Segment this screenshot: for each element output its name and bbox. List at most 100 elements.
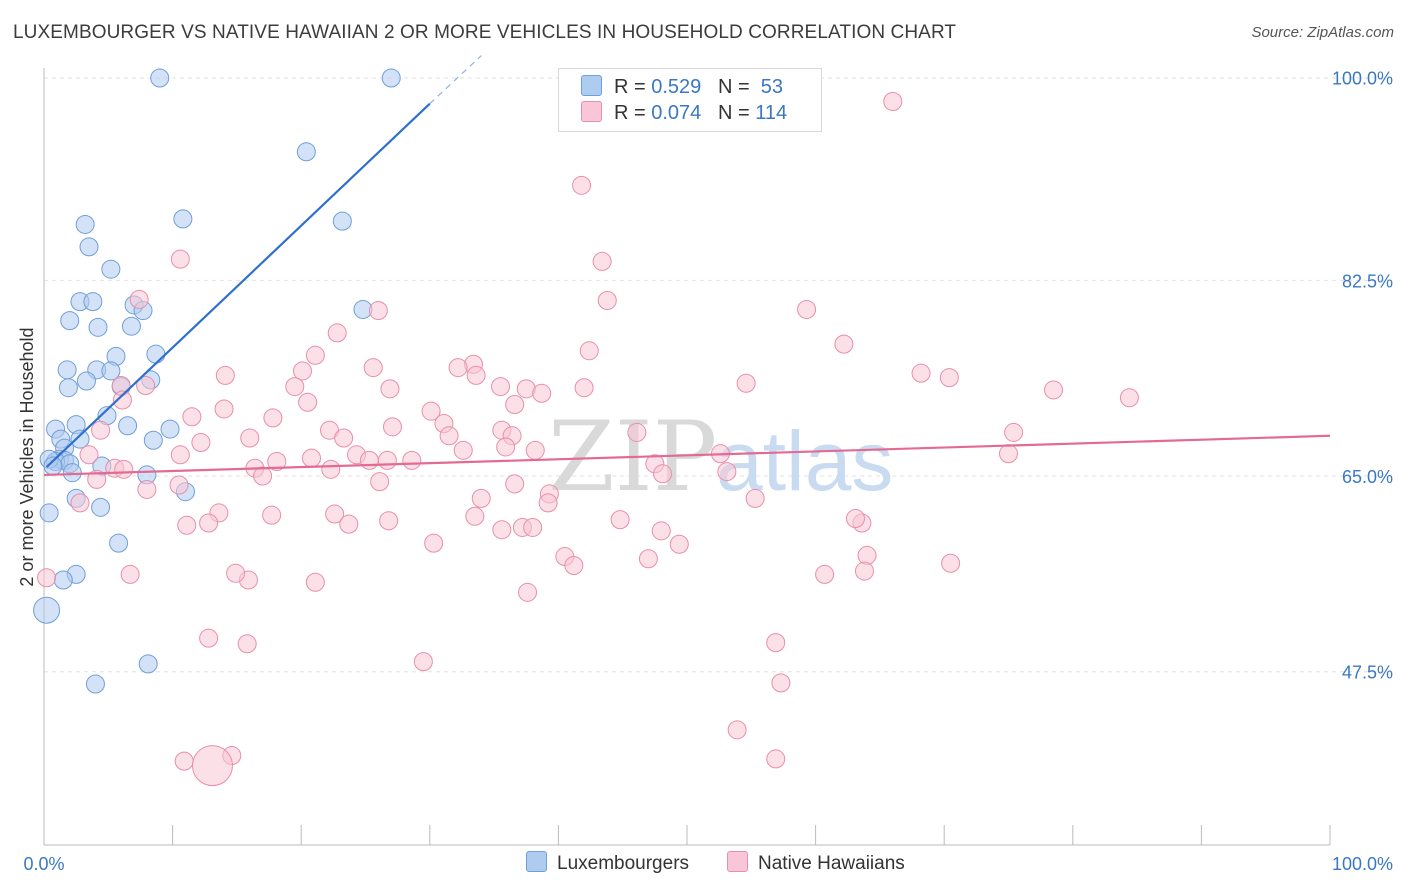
data-point — [505, 474, 525, 494]
x-tick-label: 0.0% — [23, 854, 64, 874]
data-point — [413, 652, 433, 672]
data-point — [191, 432, 211, 452]
data-point — [1044, 380, 1064, 400]
legend-swatch-native-hawaiians — [581, 101, 602, 122]
data-point — [114, 459, 134, 479]
data-point — [143, 430, 163, 450]
data-point — [169, 475, 189, 495]
data-point — [37, 568, 57, 588]
y-tick-label: 47.5% — [1342, 663, 1393, 683]
data-point — [70, 493, 90, 513]
data-point — [177, 515, 197, 535]
data-point — [173, 209, 193, 229]
legend-r-value-native-hawaiians: 0.074 — [651, 102, 702, 124]
data-point — [79, 445, 99, 465]
data-point — [121, 316, 141, 336]
data-point — [564, 555, 584, 575]
data-point — [911, 363, 931, 383]
series-native-hawaiians — [37, 91, 1139, 787]
data-point — [572, 175, 592, 195]
y-tick-label: 65.0% — [1342, 467, 1393, 487]
data-point — [160, 419, 180, 439]
data-point — [669, 534, 689, 554]
data-point — [191, 745, 233, 787]
data-point — [120, 564, 140, 584]
data-point — [262, 505, 282, 525]
data-point — [91, 497, 111, 517]
legend-n-value-luxembourgers: 53 — [760, 76, 784, 98]
legend-n-value-native-hawaiians: 114 — [755, 102, 788, 124]
data-point — [136, 375, 156, 395]
bottom-legend-label-native-hawaiians: Native Hawaiians — [758, 853, 905, 874]
bottom-legend-luxembourgers: Luxembourgers — [526, 851, 689, 875]
data-point — [296, 142, 316, 162]
data-point — [85, 674, 105, 694]
data-point — [199, 513, 219, 533]
data-point — [87, 469, 107, 489]
data-point — [240, 428, 260, 448]
data-point — [638, 549, 658, 569]
data-point — [359, 450, 379, 470]
legend-n-label: N = — [717, 76, 750, 98]
data-point — [771, 673, 791, 693]
legend-row-luxembourgers: R = 0.529 N = 53 — [581, 75, 783, 101]
data-point — [129, 289, 149, 309]
y-tick-label: 82.5% — [1342, 271, 1393, 291]
data-point — [292, 361, 312, 381]
legend-row-native-hawaiians: R = 0.074 N = 114 — [581, 101, 787, 127]
source-label: Source: ZipAtlas.com — [1251, 24, 1394, 41]
data-point — [339, 514, 359, 534]
data-point — [88, 317, 108, 337]
data-point — [101, 259, 121, 279]
data-point — [334, 428, 354, 448]
data-point — [797, 299, 817, 319]
data-point — [745, 488, 765, 508]
data-point — [305, 345, 325, 365]
legend-swatch-luxembourgers — [581, 75, 602, 96]
data-point — [39, 503, 59, 523]
bottom-legend-label-luxembourgers: Luxembourgers — [557, 853, 690, 874]
data-point — [1119, 388, 1139, 408]
data-point — [491, 377, 511, 397]
data-point — [627, 422, 647, 442]
data-point — [379, 511, 399, 531]
data-point — [363, 358, 383, 378]
data-point — [402, 450, 422, 470]
data-point — [237, 634, 257, 654]
legend-r-label: R = — [614, 76, 646, 98]
data-point — [651, 521, 671, 541]
data-point — [76, 371, 96, 391]
watermark-atlas: atlas — [716, 414, 893, 508]
data-point — [424, 533, 444, 553]
legend-box: R = 0.529 N = 53 R = 0.074 N = 114 — [558, 68, 822, 132]
data-point — [33, 596, 61, 624]
data-point — [453, 440, 473, 460]
x-tick-label: 100.0% — [1332, 854, 1393, 874]
data-point — [523, 517, 543, 537]
y-axis-label: 2 or more Vehicles in Household — [17, 327, 37, 586]
data-point — [1004, 422, 1024, 442]
data-point — [226, 563, 246, 583]
data-point — [653, 464, 673, 484]
data-point — [109, 533, 129, 553]
data-point — [815, 564, 835, 584]
series-luxembourgers — [33, 68, 401, 694]
data-point — [298, 392, 318, 412]
data-point — [101, 361, 121, 381]
data-point — [118, 416, 138, 436]
data-point — [421, 401, 441, 421]
data-point — [492, 520, 512, 540]
trend-line-luxembourgers — [45, 102, 431, 468]
data-point — [146, 344, 166, 364]
data-point — [57, 360, 77, 380]
data-point — [380, 379, 400, 399]
data-point — [199, 628, 219, 648]
data-point — [267, 452, 287, 471]
data-point — [381, 68, 401, 88]
data-point — [301, 448, 321, 468]
data-point — [112, 390, 132, 410]
trend-line-native-hawaiians — [43, 434, 1331, 477]
data-point — [471, 488, 491, 508]
data-point — [518, 582, 538, 602]
